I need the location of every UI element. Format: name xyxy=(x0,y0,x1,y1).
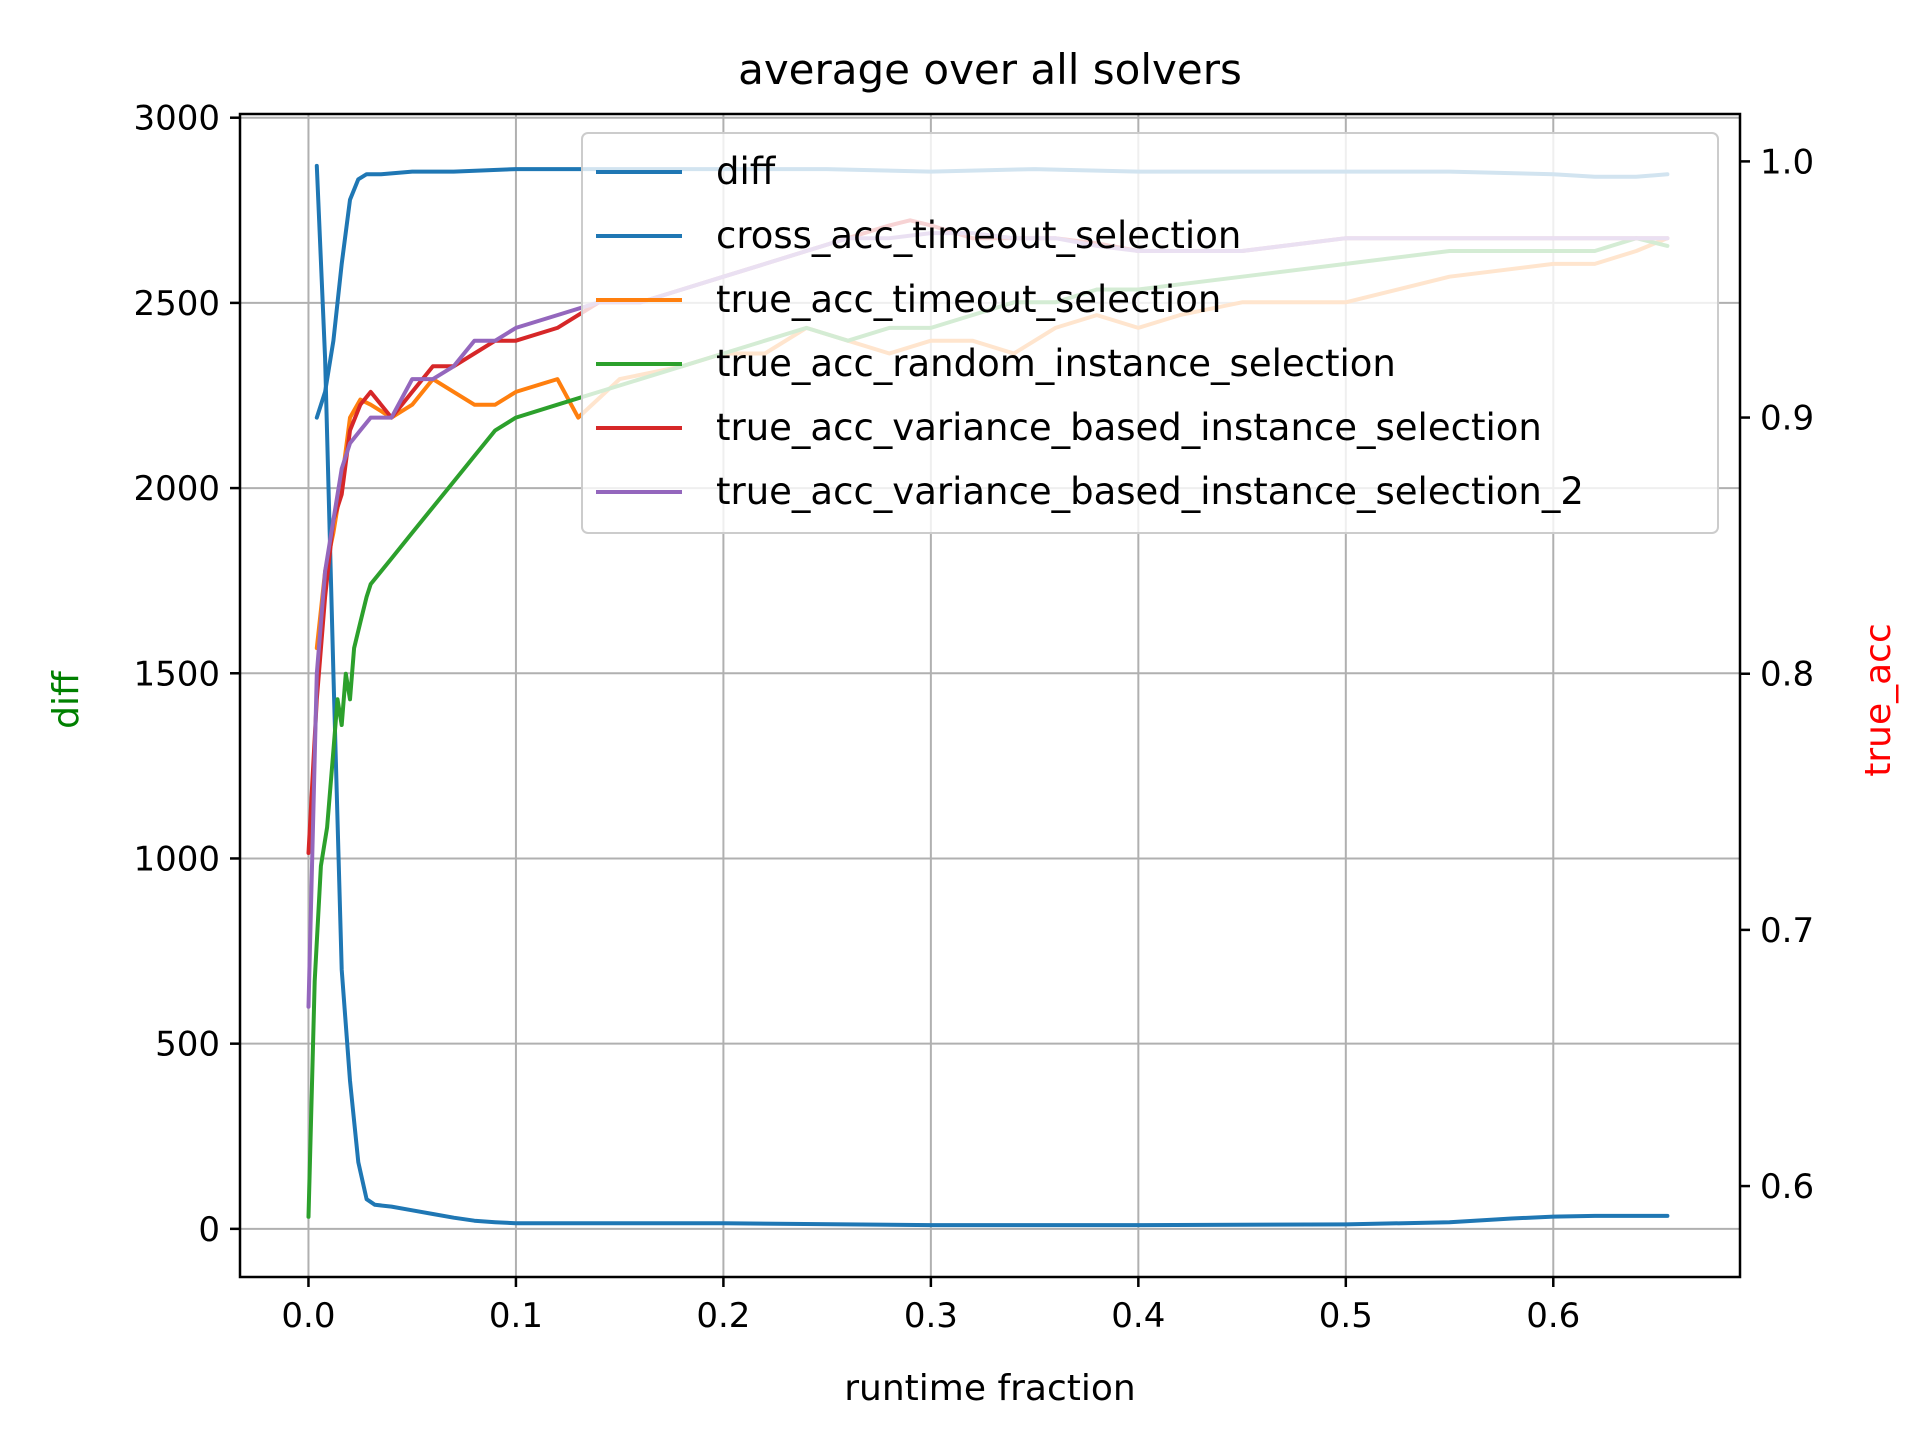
y-right-tick-label: 0.8 xyxy=(1760,655,1814,695)
legend-label: true_acc_random_instance_selection xyxy=(716,342,1396,385)
y-left-tick-label: 2500 xyxy=(133,284,220,324)
y-left-tick-label: 3000 xyxy=(133,99,220,139)
plot-frame xyxy=(238,112,1742,1279)
y-right-tick-label: 0.6 xyxy=(1760,1167,1814,1207)
x-tick-label: 0.6 xyxy=(1526,1296,1580,1336)
y-right-tick-label: 0.7 xyxy=(1760,911,1814,951)
x-axis-label: runtime fraction xyxy=(844,1368,1136,1409)
x-tick-label: 0.3 xyxy=(904,1296,958,1336)
legend-label: true_acc_timeout_selection xyxy=(716,278,1221,321)
legend-frame xyxy=(581,132,1719,534)
y-left-tick-label: 2000 xyxy=(133,469,220,509)
x-tick-label: 0.5 xyxy=(1319,1296,1373,1336)
legend-label: diff xyxy=(716,150,777,193)
axes-layer: 0.0 0.1 0.2 0.3 0.4 0.5 0.6 0 500 1000 1500 2000 250… xyxy=(133,99,1814,1336)
y-left-tick-label: 0 xyxy=(198,1210,220,1250)
x-tick-label: 0.2 xyxy=(696,1296,750,1336)
y-left-tick-label: 1500 xyxy=(133,654,220,694)
legend-label: true_acc_variance_based_instance_selecti… xyxy=(716,470,1584,513)
y-left-tick-label: 1000 xyxy=(133,839,220,879)
series-line-diff xyxy=(314,163,1670,1228)
y-axis-right-label: true_acc xyxy=(1858,623,1899,777)
y-left-tick-label: 500 xyxy=(155,1025,220,1065)
y-right-tick-label: 1.0 xyxy=(1760,142,1814,182)
legend: diff cross_acc_timeout_selection true_acc_… xyxy=(581,132,1719,534)
legend-label: true_acc_variance_based_instance_selecti… xyxy=(716,406,1542,449)
chart-title: average over all solvers xyxy=(738,45,1242,94)
x-tick-label: 0.4 xyxy=(1111,1296,1165,1336)
y-right-tick-label: 0.9 xyxy=(1760,399,1814,439)
y-axis-left-label: diff xyxy=(46,670,87,729)
x-tick-label: 0.1 xyxy=(489,1296,543,1336)
legend-label: cross_acc_timeout_selection xyxy=(716,214,1241,257)
legend-items: diff cross_acc_timeout_selection true_acc_… xyxy=(596,150,1584,513)
x-tick-label: 0.0 xyxy=(281,1296,335,1336)
